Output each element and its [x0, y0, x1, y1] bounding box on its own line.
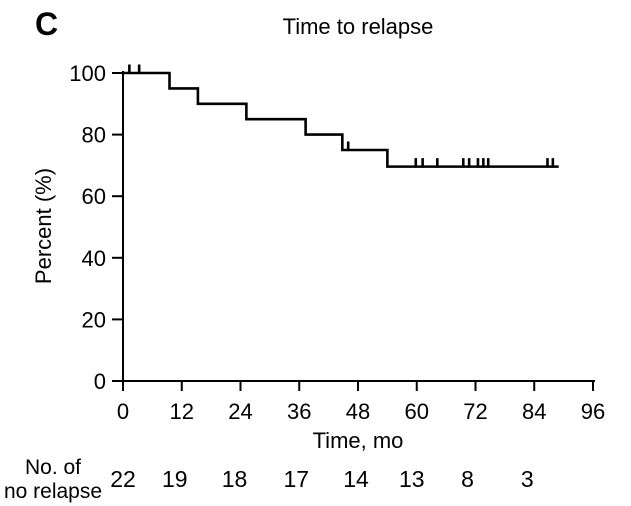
risk-count: 8	[461, 466, 474, 492]
x-tick-label: 36	[287, 399, 311, 424]
y-tick-label: 40	[82, 246, 106, 271]
x-axis-title: Time, mo	[312, 428, 404, 453]
x-tick-label: 24	[228, 399, 252, 424]
risk-count: 14	[343, 466, 369, 492]
panel-label: C	[35, 6, 59, 42]
chart-title: Time to relapse	[282, 14, 434, 39]
x-tick-label: 0	[117, 399, 129, 424]
km-curve	[123, 71, 559, 168]
y-tick-label: 60	[82, 184, 106, 209]
risk-count: 19	[161, 466, 188, 492]
x-tick-label: 60	[405, 399, 429, 424]
x-tick-label: 12	[170, 399, 194, 424]
y-tick-label: 0	[94, 369, 106, 394]
x-tick-label: 96	[581, 399, 605, 424]
risk-count: 18	[221, 466, 248, 492]
risk-count: 3	[520, 466, 534, 492]
y-tick-label: 80	[82, 123, 106, 148]
risk-table-label: No. of no relapse	[0, 456, 106, 504]
x-tick-label: 48	[346, 399, 370, 424]
risk-count: 13	[398, 466, 425, 492]
risk-count: 17	[283, 466, 310, 492]
risk-table-label-line1: No. of	[24, 456, 82, 479]
x-tick-label: 84	[522, 399, 546, 424]
risk-table-label-line2: no relapse	[3, 480, 103, 503]
y-tick-label: 20	[82, 307, 106, 332]
x-tick-label: 72	[463, 399, 487, 424]
y-tick-label: 100	[69, 61, 106, 86]
risk-count: 22	[110, 466, 136, 492]
